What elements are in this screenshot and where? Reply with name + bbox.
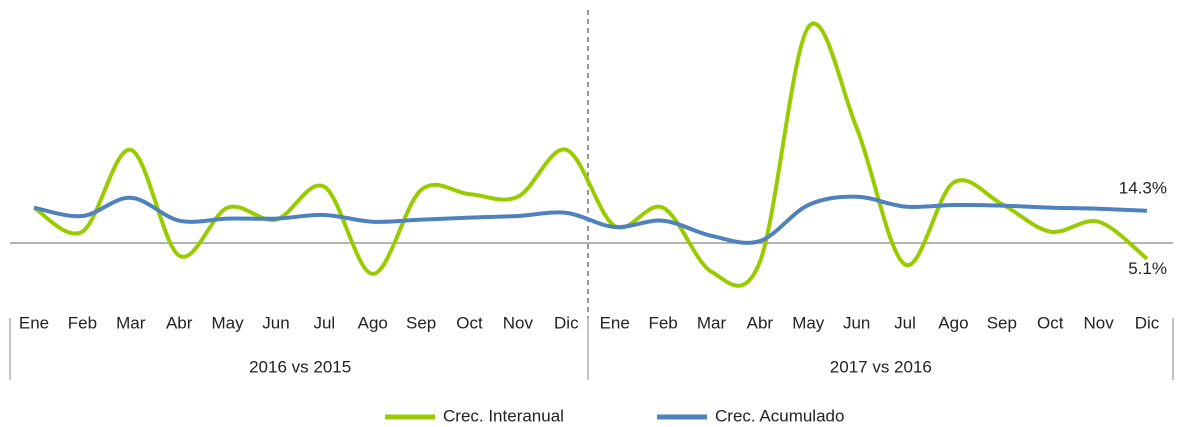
x-tick-label: Dic — [1135, 313, 1160, 332]
x-tick-label: Jul — [894, 313, 916, 332]
x-tick-label: Sep — [987, 313, 1017, 332]
x-tick-label: Jun — [843, 313, 870, 332]
x-tick-label: Nov — [503, 313, 534, 332]
x-tick-label: Ago — [938, 313, 968, 332]
x-tick-label: Mar — [116, 313, 146, 332]
x-tick-label: Ago — [358, 313, 388, 332]
x-tick-label: Sep — [406, 313, 436, 332]
x-tick-label: Ene — [19, 313, 49, 332]
x-tick-label: Nov — [1083, 313, 1114, 332]
legend-label: Crec. Acumulado — [715, 406, 844, 425]
x-tick-label: May — [792, 313, 825, 332]
x-tick-label: Oct — [456, 313, 483, 332]
x-tick-label: Jul — [313, 313, 335, 332]
x-tick-label: Dic — [554, 313, 579, 332]
group-label: 2017 vs 2016 — [830, 357, 932, 376]
x-tick-label: Feb — [68, 313, 97, 332]
x-tick-label: Feb — [648, 313, 677, 332]
series-line — [32, 21, 1149, 288]
x-tick-label: Mar — [697, 313, 727, 332]
x-tick-label: May — [212, 313, 245, 332]
data-label: 14.3% — [1119, 178, 1167, 197]
x-tick-label: Abr — [747, 313, 774, 332]
group-label: 2016 vs 2015 — [249, 357, 351, 376]
x-tick-label: Ene — [600, 313, 630, 332]
legend-label: Crec. Interanual — [443, 406, 564, 425]
x-tick-label: Abr — [166, 313, 193, 332]
data-label: 5.1% — [1128, 259, 1167, 278]
x-tick-label: Oct — [1037, 313, 1064, 332]
series-line — [33, 194, 1148, 245]
x-tick-label: Jun — [262, 313, 289, 332]
